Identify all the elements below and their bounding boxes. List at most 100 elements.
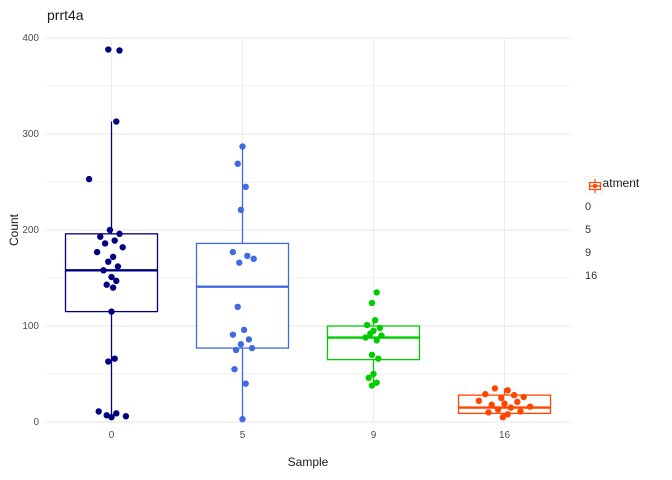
box xyxy=(64,233,159,313)
data-point xyxy=(507,404,515,411)
x-tick-label: 16 xyxy=(499,430,511,441)
data-point xyxy=(363,321,371,329)
data-point xyxy=(514,398,521,406)
data-point xyxy=(105,258,112,265)
data-point xyxy=(93,248,101,256)
legend-item-9: 9 xyxy=(585,176,639,262)
data-point xyxy=(368,351,376,358)
data-point xyxy=(100,267,107,274)
data-point xyxy=(234,160,241,167)
data-point xyxy=(526,403,534,410)
legend-label: 5 xyxy=(585,224,592,236)
data-point xyxy=(517,408,524,415)
data-point xyxy=(499,414,507,421)
box-group-9 xyxy=(326,289,421,389)
data-point xyxy=(376,324,384,332)
data-point xyxy=(122,413,130,420)
legend-item-16: 16 xyxy=(585,176,639,285)
legend: Treatment 0 5 9 16 xyxy=(585,176,639,290)
data-point xyxy=(113,277,120,285)
data-point xyxy=(239,415,246,423)
data-point xyxy=(101,240,109,247)
box-group-5 xyxy=(195,143,290,423)
legend-items: 0 5 9 16 xyxy=(585,176,639,285)
data-point xyxy=(109,253,117,261)
data-point xyxy=(113,118,120,125)
legend-item-5: 5 xyxy=(585,176,639,239)
data-point xyxy=(108,414,115,421)
data-point xyxy=(368,299,376,307)
data-point xyxy=(95,408,102,415)
data-point xyxy=(237,341,245,348)
data-point xyxy=(368,382,376,389)
data-point xyxy=(113,410,120,417)
data-point xyxy=(111,237,118,244)
data-point xyxy=(371,317,379,324)
data-point xyxy=(244,252,251,260)
data-point xyxy=(105,46,112,53)
data-point xyxy=(97,233,104,240)
legend-label: 9 xyxy=(585,247,592,259)
data-point xyxy=(232,346,240,354)
data-point xyxy=(105,358,112,365)
data-point xyxy=(367,330,374,337)
data-point xyxy=(240,326,248,334)
y-tick-label: 0 xyxy=(33,417,39,428)
data-point xyxy=(475,397,483,405)
data-point xyxy=(103,412,110,419)
data-point xyxy=(114,263,122,270)
data-point xyxy=(485,409,492,416)
chart-title: prrt4a xyxy=(47,7,84,23)
y-axis-title: Count xyxy=(7,213,21,247)
x-tick-label: 9 xyxy=(371,430,377,441)
data-point xyxy=(510,391,518,399)
data-point xyxy=(504,387,511,394)
box-group-16 xyxy=(457,385,552,421)
data-point xyxy=(482,390,489,398)
data-point xyxy=(119,244,126,251)
data-point xyxy=(116,230,123,238)
legend-label: 16 xyxy=(585,270,598,282)
data-point xyxy=(103,281,110,288)
x-tick-label: 5 xyxy=(240,430,246,441)
data-point xyxy=(370,370,377,378)
box-group-0 xyxy=(64,46,159,421)
data-point xyxy=(373,289,380,296)
data-point xyxy=(365,374,372,382)
data-point xyxy=(242,380,249,387)
data-point xyxy=(116,47,123,54)
data-point xyxy=(106,226,114,234)
data-point xyxy=(234,303,241,310)
data-point xyxy=(488,401,495,408)
data-point xyxy=(250,255,257,262)
data-point xyxy=(111,355,118,362)
y-tick-label: 400 xyxy=(22,33,39,44)
data-point xyxy=(520,393,527,401)
data-point xyxy=(375,355,382,362)
data-point xyxy=(373,337,380,344)
data-point xyxy=(242,183,249,190)
data-point xyxy=(236,259,243,266)
data-point xyxy=(108,273,115,281)
x-tick-label: 0 xyxy=(109,430,115,441)
data-point xyxy=(491,385,499,392)
data-point xyxy=(498,394,505,402)
data-point xyxy=(239,143,246,150)
legend-label: 0 xyxy=(585,201,592,213)
data-point xyxy=(109,284,117,291)
data-point xyxy=(229,331,237,338)
y-tick-label: 300 xyxy=(22,129,39,140)
data-point xyxy=(231,366,238,373)
data-point xyxy=(504,411,511,418)
data-point xyxy=(248,344,256,352)
data-point xyxy=(108,308,115,315)
y-tick-label: 100 xyxy=(22,321,39,332)
data-point xyxy=(373,379,380,386)
data-point xyxy=(362,334,369,341)
x-axis-title: Sample xyxy=(287,455,329,469)
legend-key-boxplot-icon xyxy=(585,176,603,194)
y-tick-label: 200 xyxy=(22,225,39,236)
data-point xyxy=(501,400,508,407)
